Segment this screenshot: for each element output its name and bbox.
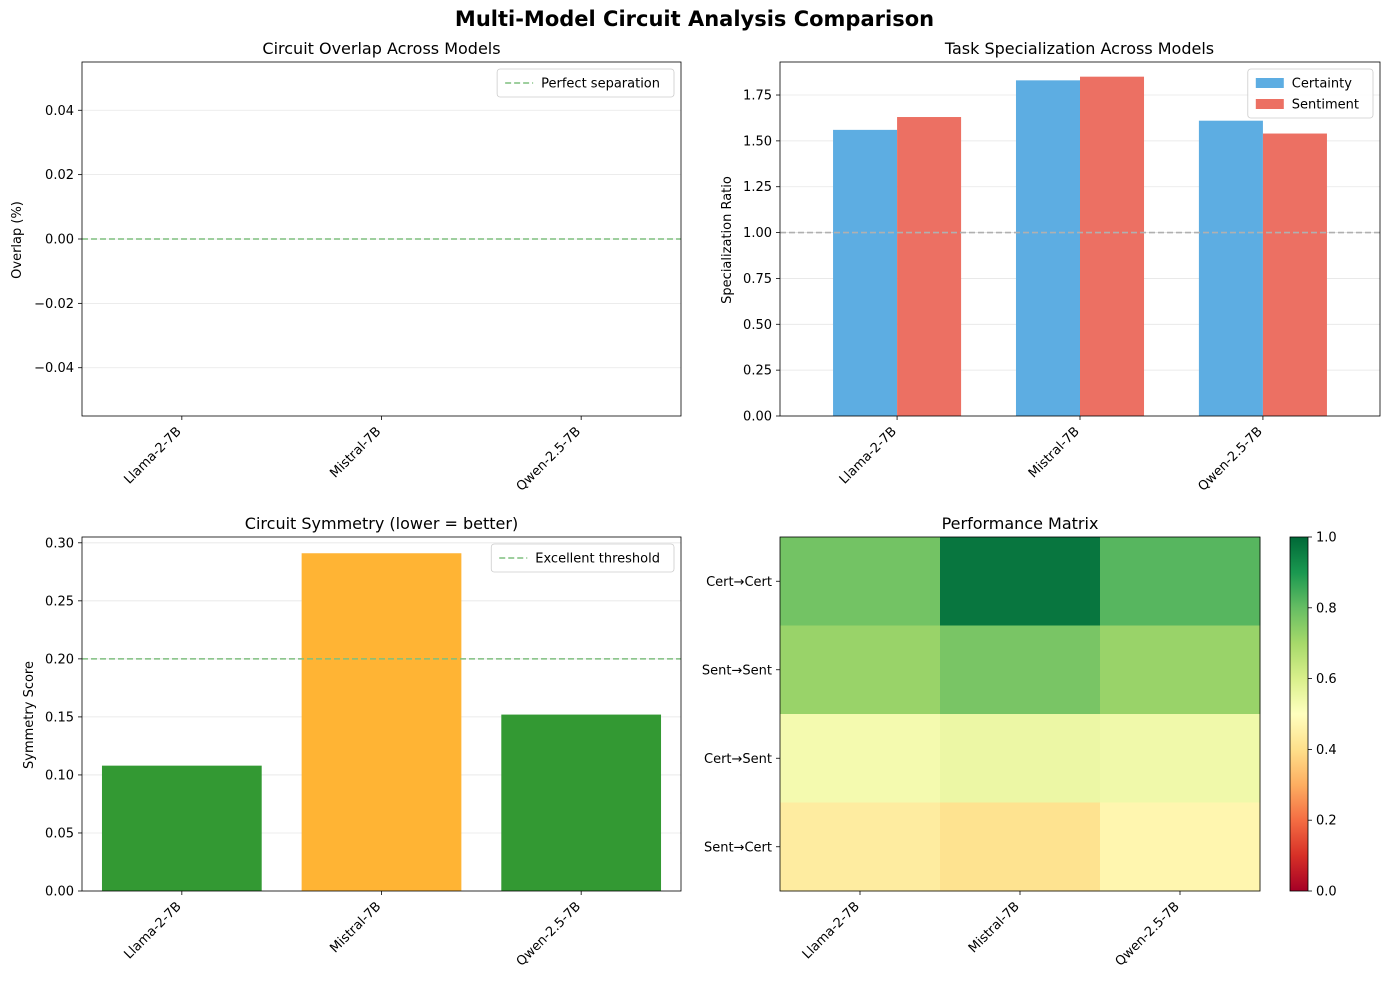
overlap-ytick-label: 0.00 <box>45 233 74 248</box>
heatmap-ytick-label: Sent→Cert <box>704 840 772 855</box>
symmetry-ytick-label: 0.00 <box>45 885 74 900</box>
specialization-ytick-label: 0.25 <box>743 364 772 379</box>
colorbar-tick-label: 0.6 <box>1316 672 1337 687</box>
symmetry-ytick-label: 0.25 <box>45 594 74 609</box>
overlap-ytick-label: −0.04 <box>34 361 74 376</box>
heatmap-cell <box>940 537 1101 626</box>
symmetry-frame <box>81 536 682 892</box>
heatmap-cell <box>1100 625 1261 715</box>
overlap-xtick-label: Llama-2-7B <box>122 424 185 487</box>
symmetry-ytick-label: 0.10 <box>45 768 74 783</box>
overlap-xtick-label: Qwen-2.5-7B <box>514 424 584 494</box>
specialization-ytick-label: 0.75 <box>743 272 772 287</box>
symmetry-legend-box <box>490 543 675 573</box>
symmetry-bar <box>101 765 262 891</box>
specialization-panel: Task Specialization Across Models Specia… <box>720 39 1381 494</box>
heatmap-cell <box>1100 802 1261 892</box>
heatmap-cell <box>780 625 941 715</box>
heatmap-xtick-label: Mistral-7B <box>966 899 1023 956</box>
specialization-bar-sentiment <box>1080 76 1145 416</box>
specialization-ylabel: Specialization Ratio <box>720 176 735 304</box>
specialization-bar-sentiment <box>897 117 962 416</box>
specialization-ytick-label: 1.00 <box>743 226 772 241</box>
heatmap-cell <box>780 802 941 892</box>
overlap-xtick-label: Mistral-7B <box>327 424 384 481</box>
specialization-xtick-label: Qwen-2.5-7B <box>1195 424 1265 494</box>
specialization-bar-certainty <box>833 129 898 416</box>
colorbar-tick-label: 0.2 <box>1316 814 1337 829</box>
specialization-legend-swatch <box>1255 99 1284 109</box>
specialization-frame <box>779 61 1381 417</box>
figure-title: Multi-Model Circuit Analysis Comparison <box>455 7 934 31</box>
specialization-bar-certainty <box>1198 120 1263 416</box>
heatmap-cell <box>780 537 941 626</box>
overlap-title: Circuit Overlap Across Models <box>262 39 500 58</box>
heatmap-cell <box>940 802 1101 892</box>
heatmap-cell <box>1100 537 1261 626</box>
overlap-ylabel: Overlap (%) <box>10 201 25 279</box>
heatmap-ytick-label: Sent→Sent <box>702 663 772 678</box>
symmetry-xtick-label: Mistral-7B <box>327 899 384 956</box>
heatmap-frame <box>779 536 1261 892</box>
specialization-bar-sentiment <box>1262 133 1327 416</box>
heatmap-ytick-label: Cert→Sent <box>704 752 772 767</box>
symmetry-ytick-label: 0.30 <box>45 536 74 551</box>
symmetry-legend-label: Excellent threshold <box>535 552 660 567</box>
symmetry-xtick-label: Llama-2-7B <box>122 899 185 962</box>
overlap-ytick-label: −0.02 <box>34 297 74 312</box>
symmetry-ytick-label: 0.15 <box>45 710 74 725</box>
performance-panel: Performance Matrix Cert→Cert Sent→Sent Cer… <box>702 514 1337 969</box>
specialization-xtick-label: Llama-2-7B <box>837 424 900 487</box>
heatmap-xtick-label: Qwen-2.5-7B <box>1113 899 1183 969</box>
heatmap-ytick-label: Cert→Cert <box>706 575 772 590</box>
symmetry-ytick-label: 0.20 <box>45 652 74 667</box>
heatmap-cell <box>940 625 1101 715</box>
symmetry-title: Circuit Symmetry (lower = better) <box>245 514 518 533</box>
colorbar-tick-label: 0.4 <box>1316 743 1337 758</box>
heatmap-xtick-label: Llama-2-7B <box>800 899 863 962</box>
colorbar-tick-label: 1.0 <box>1316 531 1337 546</box>
specialization-legend-label: Sentiment <box>1292 98 1359 113</box>
specialization-bar-certainty <box>1015 80 1080 416</box>
overlap-ytick-label: 0.04 <box>45 104 74 119</box>
specialization-ytick-label: 1.75 <box>743 89 772 104</box>
performance-title: Performance Matrix <box>942 514 1099 533</box>
heatmap-cell <box>940 714 1101 803</box>
symmetry-bar <box>501 714 662 891</box>
specialization-legend-swatch <box>1255 78 1284 88</box>
overlap-legend-label: Perfect separation <box>541 77 660 92</box>
overlap-panel: Circuit Overlap Across Models Overlap (%… <box>10 39 682 494</box>
overlap-frame <box>81 61 682 417</box>
specialization-ytick-label: 0.50 <box>743 318 772 333</box>
symmetry-panel: Circuit Symmetry (lower = better) Symmet… <box>22 514 682 969</box>
overlap-legend-box <box>496 68 675 98</box>
specialization-legend-label: Certainty <box>1292 77 1352 92</box>
specialization-ytick-label: 0.00 <box>743 410 772 425</box>
symmetry-bar <box>301 553 462 891</box>
heatmap-cell <box>1100 714 1261 803</box>
specialization-ytick-label: 1.25 <box>743 180 772 195</box>
symmetry-xtick-label: Qwen-2.5-7B <box>514 899 584 969</box>
colorbar <box>1289 536 1309 892</box>
symmetry-ylabel: Symmetry Score <box>22 661 37 769</box>
overlap-ytick-label: 0.02 <box>45 168 74 183</box>
heatmap-cell <box>780 714 941 803</box>
symmetry-ytick-label: 0.05 <box>45 826 74 841</box>
colorbar-tick-label: 0.0 <box>1316 885 1337 900</box>
colorbar-tick-label: 0.8 <box>1316 601 1337 616</box>
specialization-ytick-label: 1.50 <box>743 134 772 149</box>
specialization-title: Task Specialization Across Models <box>944 39 1214 58</box>
specialization-xtick-label: Mistral-7B <box>1026 424 1083 481</box>
